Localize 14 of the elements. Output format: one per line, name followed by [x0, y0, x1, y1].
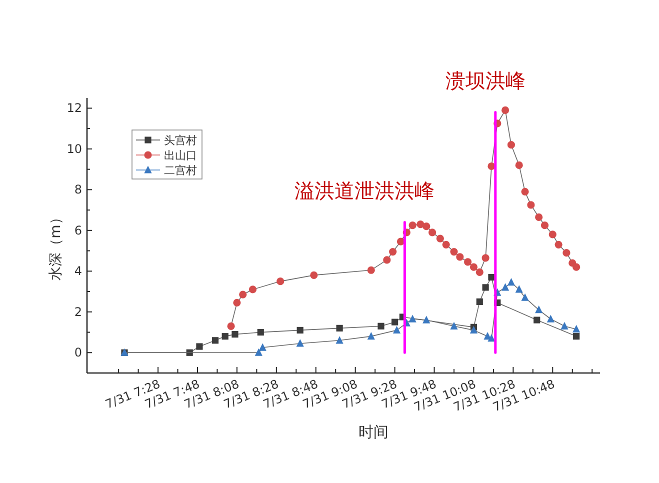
legend-label: 二宫村	[164, 164, 197, 177]
annotation: 溃坝洪峰	[445, 68, 526, 92]
y-tick-label: 4	[74, 264, 82, 278]
y-tick-label: 12	[66, 101, 82, 116]
y-tick-label: 6	[74, 223, 82, 238]
y-tick-label: 0	[74, 346, 82, 360]
annotation: 溢洪道泄洪洪峰	[294, 178, 435, 202]
y-tick-label: 2	[74, 304, 82, 319]
y-axis-title: 水深（m）	[48, 210, 64, 280]
y-tick-label: 8	[74, 182, 82, 197]
y-tick-label: 10	[66, 142, 82, 156]
legend-label: 头宫村	[164, 134, 197, 147]
legend-label: 出山口	[164, 149, 197, 162]
x-axis-title: 时间	[358, 423, 388, 441]
